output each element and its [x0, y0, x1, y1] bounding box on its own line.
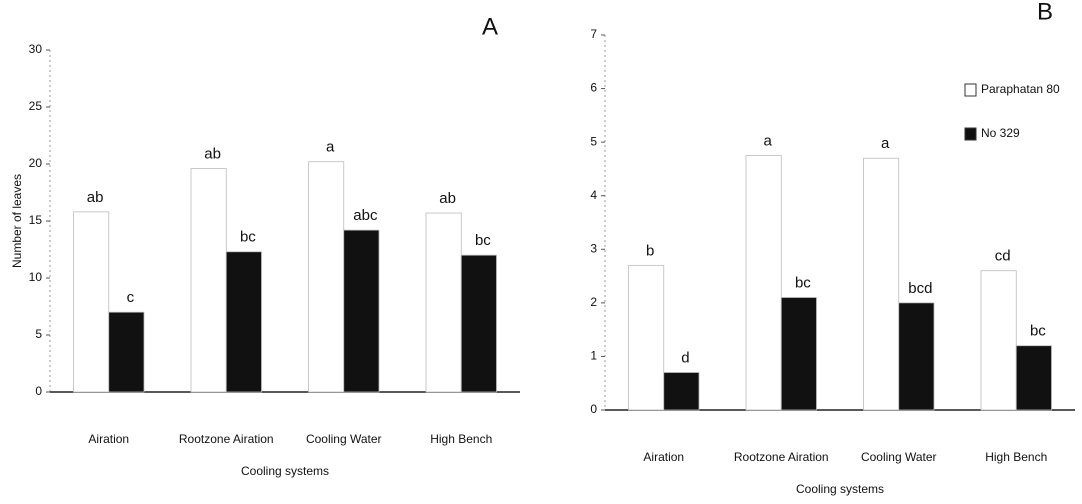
- x-tick-label: Cooling Water: [861, 450, 937, 464]
- legend-label: No 329: [981, 126, 1020, 140]
- y-tick-label: 4: [590, 188, 597, 202]
- y-tick-label: 0: [35, 384, 42, 398]
- bar: [191, 169, 226, 392]
- value-label: ab: [87, 189, 104, 206]
- y-tick-label: 0: [590, 402, 597, 416]
- legend-label: Paraphatan 80: [981, 82, 1060, 96]
- value-label: d: [681, 349, 689, 366]
- bar: [309, 162, 344, 392]
- y-tick-label: 1: [590, 349, 597, 363]
- value-label: bc: [475, 232, 491, 249]
- bar: [109, 312, 144, 392]
- value-label: bc: [795, 274, 811, 291]
- y-tick-label: 5: [590, 134, 597, 148]
- y-tick-label: 20: [29, 156, 43, 170]
- bar: [461, 255, 496, 392]
- bar: [746, 156, 781, 410]
- bar: [899, 303, 934, 410]
- value-label: abc: [353, 207, 378, 224]
- value-label: bc: [240, 229, 256, 246]
- value-label: b: [646, 242, 654, 259]
- legend-swatch: [965, 128, 976, 140]
- y-tick-label: 15: [29, 213, 43, 227]
- y-tick-label: 2: [590, 295, 597, 309]
- page: A051015202530Number of leavesCooling sys…: [0, 0, 1082, 504]
- x-tick-label: High Bench: [430, 432, 492, 446]
- value-label: a: [326, 139, 335, 156]
- value-label: ab: [439, 190, 456, 207]
- y-tick-label: 5: [35, 327, 42, 341]
- x-axis-label: Cooling systems: [796, 482, 884, 496]
- value-label: a: [881, 135, 890, 152]
- value-label: c: [127, 289, 135, 306]
- value-label: cd: [995, 248, 1011, 265]
- bar: [781, 298, 816, 411]
- panel-title: A: [482, 13, 498, 40]
- x-tick-label: High Bench: [985, 450, 1047, 464]
- y-tick-label: 10: [29, 270, 43, 284]
- y-tick-label: 6: [590, 81, 597, 95]
- panel-title: B: [1037, 0, 1053, 25]
- y-tick-label: 25: [29, 99, 43, 113]
- y-tick-label: 30: [29, 42, 43, 56]
- bar: [981, 271, 1016, 410]
- value-label: bcd: [908, 280, 932, 297]
- x-tick-label: Cooling Water: [306, 432, 382, 446]
- x-tick-label: Rootzone Airation: [179, 432, 274, 446]
- bar: [629, 265, 664, 410]
- chart: A051015202530Number of leavesCooling sys…: [0, 0, 1082, 504]
- legend-swatch: [965, 84, 976, 96]
- x-tick-label: Rootzone Airation: [734, 450, 829, 464]
- value-label: ab: [204, 146, 221, 163]
- y-tick-label: 3: [590, 241, 597, 255]
- bar: [226, 252, 261, 392]
- value-label: a: [763, 133, 772, 150]
- bar: [426, 213, 461, 392]
- x-tick-label: Airation: [643, 450, 684, 464]
- bar: [1016, 346, 1051, 410]
- bar: [664, 373, 699, 411]
- y-axis-label: Number of leaves: [10, 174, 24, 268]
- y-tick-label: 7: [590, 27, 597, 41]
- bar: [74, 212, 109, 392]
- bar: [344, 230, 379, 392]
- bar: [864, 158, 899, 410]
- x-tick-label: Airation: [88, 432, 129, 446]
- value-label: bc: [1030, 323, 1046, 340]
- x-axis-label: Cooling systems: [241, 464, 329, 478]
